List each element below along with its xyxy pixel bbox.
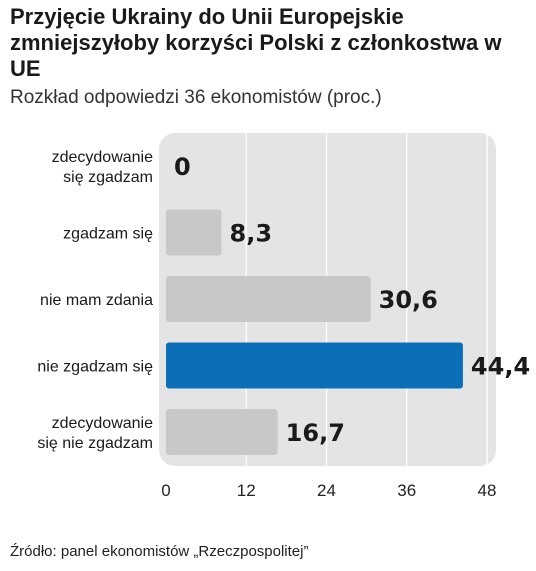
source-note: Źródło: panel ekonomistów „Rzeczpospolit… [10,543,309,560]
chart-title: Przyjęcie Ukrainy do Unii Europejskie zm… [10,4,502,81]
x-tick-label: 36 [397,481,416,500]
x-tick-label: 24 [317,481,336,500]
category-label: nie zgadzam się [37,359,153,376]
category-label: się zgadzam [63,169,153,186]
category-label: zdecydowanie [52,415,154,432]
value-label: 44,4 [471,353,530,381]
value-label: 8,3 [230,220,273,248]
category-label: zdecydowanie [52,149,154,166]
category-label: nie mam zdania [40,292,153,309]
x-tick-label: 48 [478,481,497,500]
chart-subtitle: Rozkład odpowiedzi 36 ekonomistów (proc.… [10,87,382,108]
value-label: 30,6 [379,286,438,314]
x-tick-label: 0 [161,481,170,500]
bar [166,409,278,455]
value-label: 16,7 [286,419,345,447]
x-tick-label: 12 [237,481,256,500]
bar [166,209,222,256]
category-label: się nie zgadzam [37,435,153,452]
bar [166,342,463,389]
bar [166,276,371,322]
category-label: zgadzam się [63,226,153,243]
value-label: 0 [174,153,191,181]
